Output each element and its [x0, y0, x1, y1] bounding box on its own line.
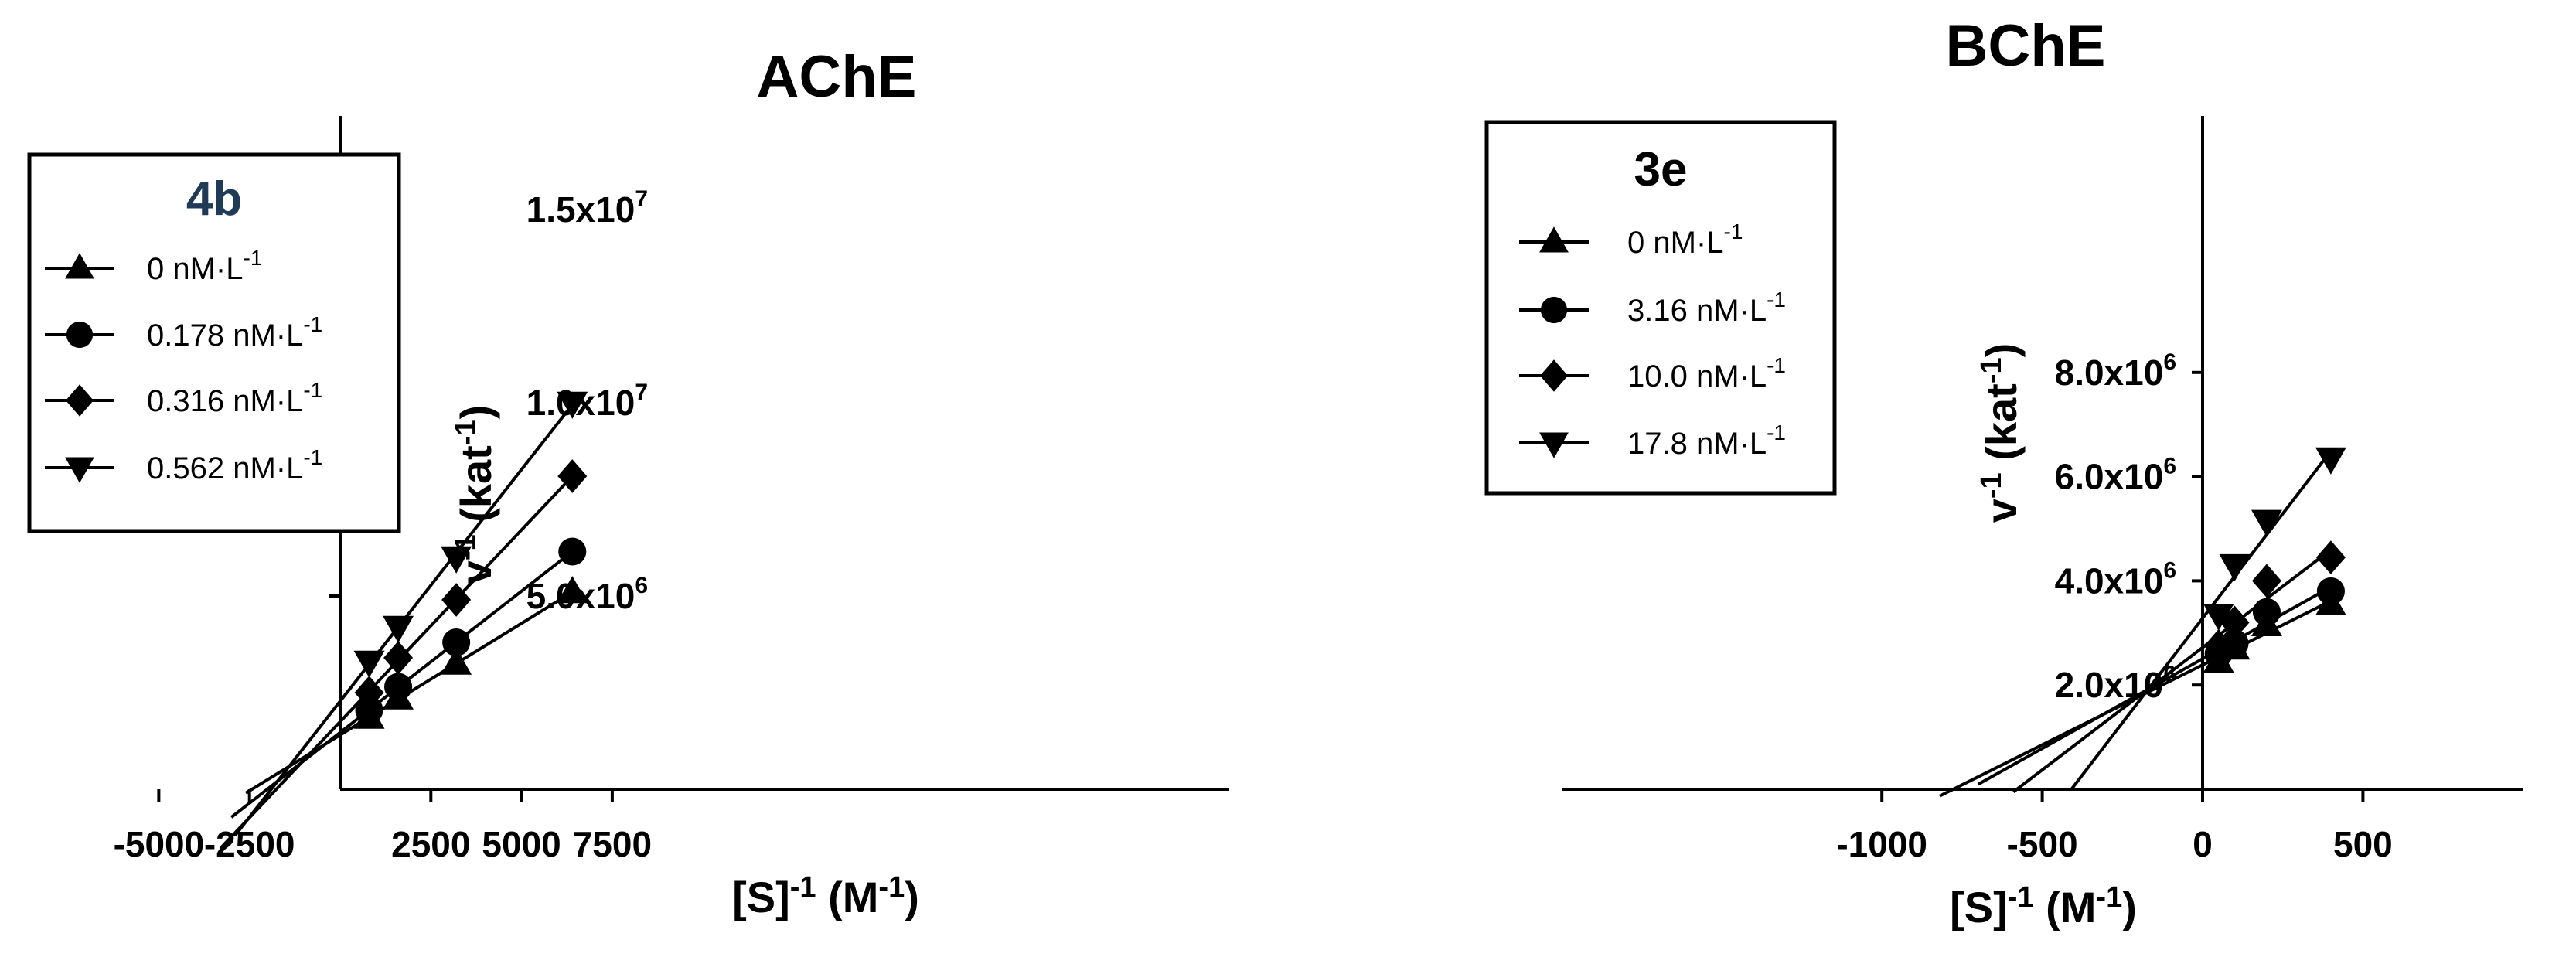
ache-data-point [354, 676, 384, 710]
bche-data-point [2315, 447, 2346, 475]
bche-data-point [2203, 628, 2234, 663]
bche-tick-labels: -1000 -500 0 500 2.0x106 4.0x106 6.0x106 8.0x10… [1836, 349, 2392, 864]
ache-data-point [441, 647, 472, 675]
ache-data-point [355, 696, 383, 724]
bche-markers [2203, 447, 2346, 673]
ache-legend-marker [66, 321, 94, 349]
bche-data-point [2203, 603, 2234, 632]
ache-legend-marker [65, 457, 94, 483]
bche-chart: BChE [S]-1 (M-1) v-1 (kat-1) -1000 -500 0 5… [1484, 13, 2523, 931]
bche-y-tick-label: 8.0x106 [2055, 349, 2176, 393]
bche-x-tick-label: -500 [2007, 824, 2078, 864]
bche-legend: 3e 0 nM·L-1 3.16 nM·L-1 10.0 nM·L-1 17.8 nM… [1484, 120, 1837, 496]
bche-legend-label: 17.8 nM·L-1 [1627, 421, 1786, 461]
bche-data-point [2220, 605, 2250, 640]
bche-y-tick-label: 4.0x106 [2055, 557, 2176, 601]
bche-legend-entries: 0 nM·L-1 3.16 nM·L-1 10.0 nM·L-1 17.8 nM·L-… [1519, 220, 1786, 461]
bche-data-point [2219, 553, 2251, 582]
ache-x-axis-label: [S]-1 (M-1) [732, 871, 919, 921]
ache-data-point [441, 546, 472, 574]
ache-legend-label: 0.178 nM·L-1 [147, 312, 322, 352]
bche-legend-marker [1540, 296, 1568, 324]
bche-data-point [2251, 509, 2282, 537]
bche-fit-line-2 [2012, 548, 2332, 794]
bche-legend-label: 10.0 nM·L-1 [1627, 353, 1786, 393]
ache-legend-marker [65, 253, 94, 279]
ache-y-tick-label: 5.0x106 [526, 573, 648, 616]
ache-legend-label: 0.562 nM·L-1 [147, 445, 322, 485]
bche-legend-label: 3.16 nM·L-1 [1627, 288, 1786, 328]
bche-x-tick-label: 0 [2193, 824, 2213, 864]
ache-y-tick-label: 1.5x107 [526, 186, 648, 230]
ache-legend-title: 4b [186, 172, 242, 226]
ache-tick-labels: -5000 -2500 2500 5000 7500 5.0x106 1.0x107 1.5x… [114, 186, 653, 864]
bche-x-tick-label: 500 [2333, 824, 2393, 864]
ache-markers [353, 391, 588, 729]
bche-data-point [2315, 540, 2346, 574]
bche-legend-marker [1539, 226, 1569, 253]
ache-data-point [441, 583, 472, 617]
bche-legend-title: 3e [1634, 143, 1688, 196]
bche-title: BChE [1946, 13, 2106, 79]
bche-legend-label: 0 nM·L-1 [1627, 220, 1743, 260]
ache-y-tick-label: 1.0x107 [526, 380, 648, 423]
ache-data-point [442, 628, 471, 657]
ache-title: AChE [757, 44, 917, 110]
bche-axes [1562, 116, 2523, 802]
ache-x-tick-label: 2500 [391, 824, 470, 864]
ache-legend-label: 0.316 nM·L-1 [147, 378, 322, 418]
bche-y-tick-label: 2.0x106 [2055, 662, 2176, 705]
bche-x-tick-label: -1000 [1836, 824, 1927, 864]
bche-y-axis-label: v-1 (kat-1) [1975, 343, 2026, 523]
bche-data-point [2316, 577, 2345, 605]
ache-legend-marker [66, 384, 94, 417]
ache-data-point [557, 576, 588, 604]
ache-x-tick-label: 7500 [573, 824, 652, 864]
ache-x-tick-label: -5000 [114, 824, 205, 864]
ache-chart: AChE [S]-1 (M-1) v-1 (kat-1) -5000-25002… [27, 44, 1229, 921]
bche-legend-marker [1539, 432, 1569, 458]
ache-legend-entries: 0 nM·L-1 0.178 nM·L-1 0.316 nM·L-1 0.562 nM… [45, 246, 322, 485]
bche-legend-marker [1540, 359, 1568, 392]
ache-data-point [383, 615, 414, 643]
bche-data-point [2251, 564, 2281, 598]
ache-legend-label: 0 nM·L-1 [147, 246, 262, 286]
bche-fit-line-3 [2070, 450, 2332, 791]
ache-data-point [383, 641, 414, 675]
ache-data-point [557, 391, 588, 419]
ache-data-point [384, 673, 413, 701]
ache-legend: 4b 0 nM·L-1 0.178 nM·L-1 0.316 nM·L-1 0.562… [27, 152, 401, 533]
bche-x-axis-label: [S]-1 (M-1) [1950, 881, 2137, 931]
bche-y-tick-label: 6.0x106 [2055, 454, 2176, 497]
ache-x-tick-label: 5000 [482, 824, 561, 864]
ache-data-point [353, 650, 385, 678]
bche-data-point [2252, 598, 2281, 626]
ache-data-point [558, 537, 587, 566]
ache-x-tick-label: -2500 [204, 824, 295, 864]
ache-data-point [557, 459, 588, 493]
